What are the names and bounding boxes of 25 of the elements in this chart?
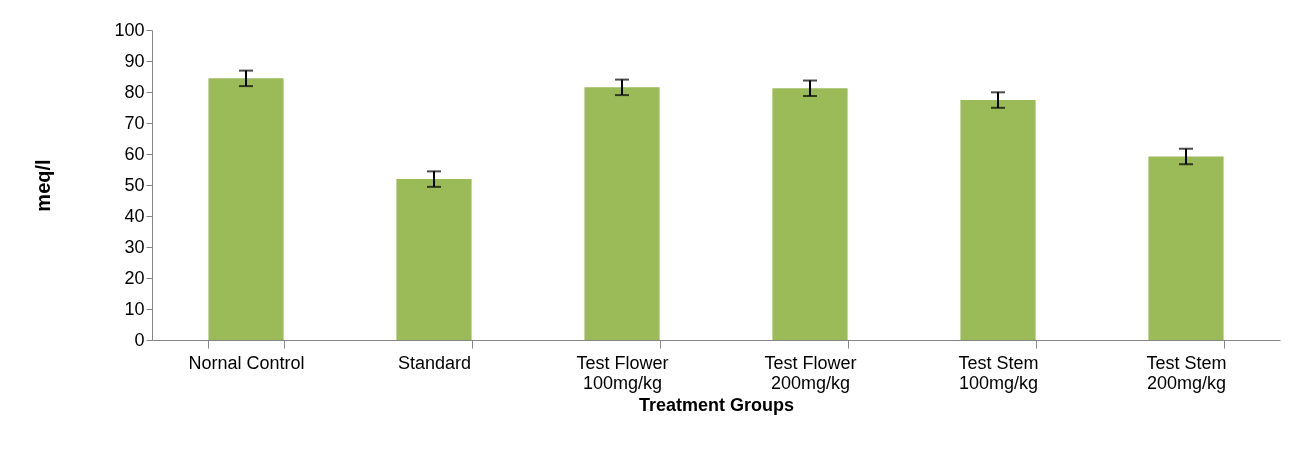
bar xyxy=(960,100,1036,340)
y-tick-label: 20 xyxy=(124,267,145,288)
bar xyxy=(772,88,848,340)
x-tick-label: Test Flower 200mg/kg xyxy=(764,352,857,393)
y-axis-title: meq/l xyxy=(32,159,55,212)
y-tick-label: 50 xyxy=(124,174,145,195)
y-tick-label: 80 xyxy=(124,81,145,102)
x-axis-title: Treatment Groups xyxy=(638,394,795,415)
y-tick-label: 60 xyxy=(124,143,145,164)
y-tick-label: 40 xyxy=(124,205,145,226)
x-tick-label: Test Stem 100mg/kg xyxy=(958,352,1039,393)
y-tick-label: 100 xyxy=(114,19,145,40)
x-tick-label: Test Flower 100mg/kg xyxy=(576,352,669,393)
y-tick-label: 0 xyxy=(134,329,145,350)
y-tick-label: 70 xyxy=(124,112,145,133)
y-tick-label: 90 xyxy=(124,50,145,71)
x-tick-label: Standard xyxy=(397,352,472,373)
bar xyxy=(396,179,472,340)
bar xyxy=(1148,156,1224,340)
y-tick-label: 10 xyxy=(124,298,145,319)
x-tick-label: Nornal Control xyxy=(188,352,305,373)
bar xyxy=(584,87,660,340)
x-tick-label: Test Stem 200mg/kg xyxy=(1146,352,1227,393)
bar xyxy=(208,78,284,340)
y-tick-label: 30 xyxy=(124,236,145,257)
